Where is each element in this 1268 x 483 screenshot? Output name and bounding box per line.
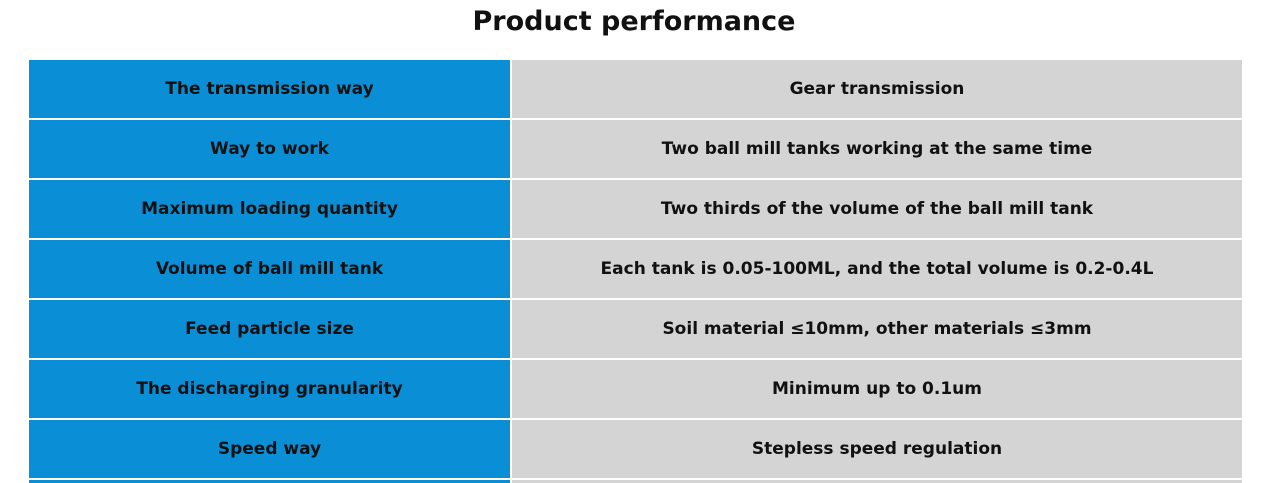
row-label: The discharging granularity	[29, 359, 512, 420]
table-row: The discharging granularity Minimum up to…	[29, 359, 1242, 420]
table-continuation	[29, 480, 1242, 483]
table-row: Volume of ball mill tank Each tank is 0.0…	[29, 239, 1242, 300]
table-row: Speed way Stepless speed regulation	[29, 419, 1242, 480]
tail-left	[29, 480, 510, 483]
table-row: Maximum loading quantity Two thirds of th…	[29, 179, 1242, 240]
row-value: Minimum up to 0.1um	[511, 359, 1242, 420]
spec-table: The transmission way Gear transmission Way…	[29, 60, 1242, 480]
table-row: The transmission way Gear transmission	[29, 60, 1242, 120]
row-label: The transmission way	[29, 60, 512, 120]
row-label: Maximum loading quantity	[29, 179, 512, 240]
row-label: Way to work	[29, 119, 512, 180]
row-value: Gear transmission	[511, 60, 1242, 120]
row-value: Each tank is 0.05-100ML, and the total v…	[511, 239, 1242, 300]
table-row: Way to work Two ball mill tanks working a…	[29, 119, 1242, 180]
row-label: Feed particle size	[29, 299, 512, 360]
title: Product performance	[472, 6, 796, 37]
table-row: Feed particle size Soil material ≤10mm, o…	[29, 299, 1242, 360]
row-value: Stepless speed regulation	[511, 419, 1242, 480]
row-label: Volume of ball mill tank	[29, 239, 512, 300]
tail-right	[512, 480, 1242, 483]
row-value: Soil material ≤10mm, other materials ≤3m…	[511, 299, 1242, 360]
row-value: Two thirds of the volume of the ball mil…	[511, 179, 1242, 240]
row-label: Speed way	[29, 419, 512, 480]
row-value: Two ball mill tanks working at the same …	[511, 119, 1242, 180]
table-body: The transmission way Gear transmission Way…	[29, 60, 1242, 480]
